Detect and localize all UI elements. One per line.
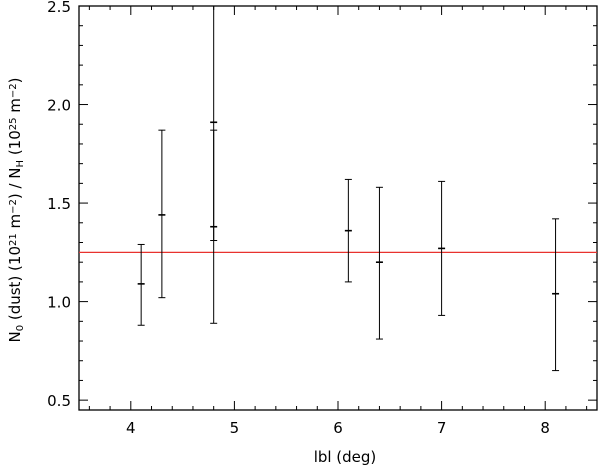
y-tick-label: 2.0 <box>47 97 71 115</box>
data-points <box>137 6 560 372</box>
data-point <box>158 129 166 299</box>
data-point <box>210 129 218 324</box>
y-tick-label: 1.5 <box>47 195 71 213</box>
x-tick-label: 8 <box>540 419 550 437</box>
y-axis-label-part: m <box>6 214 24 233</box>
y-axis-label-part: N <box>6 331 24 342</box>
y-axis-label-part: (10 <box>6 130 24 160</box>
y-axis-ticks: 0.5 1.0 1.5 2.0 2.5 <box>47 0 597 410</box>
y-axis-label-part: −2 <box>8 199 19 214</box>
y-tick-label: 0.5 <box>47 392 71 410</box>
y-axis-label-part: ) <box>6 77 24 83</box>
data-point <box>375 186 383 340</box>
y-tick-label: 2.5 <box>47 0 71 16</box>
x-tick-label: 7 <box>437 419 447 437</box>
x-tick-label: 4 <box>126 419 136 437</box>
plot-frame <box>78 5 598 411</box>
y-axis-label-part: 21 <box>8 233 19 246</box>
y-axis-label: N0 (dust) (1021 m−2) / NH (1025 m−2) <box>6 77 26 342</box>
x-tick-label: 6 <box>333 419 343 437</box>
y-axis-label-part: −2 <box>8 83 19 98</box>
y-axis-label-part: ) / N <box>6 167 24 199</box>
x-axis-ticks: 4 5 6 7 8 <box>88 6 588 437</box>
y-axis-label-part: m <box>6 98 24 117</box>
data-point <box>552 218 560 372</box>
x-tick-label: 5 <box>230 419 240 437</box>
y-axis-label-part: 0 <box>15 325 26 331</box>
y-axis-label-part: (dust) (10 <box>6 246 24 325</box>
data-point <box>344 178 352 283</box>
y-axis-label-part: H <box>15 160 26 168</box>
y-axis-label-part: 25 <box>8 117 19 130</box>
x-axis-label: lbl (deg) <box>314 448 377 466</box>
data-point <box>438 180 446 316</box>
y-tick-label: 1.0 <box>47 294 71 312</box>
data-point <box>137 243 145 326</box>
plot-border <box>78 5 598 411</box>
